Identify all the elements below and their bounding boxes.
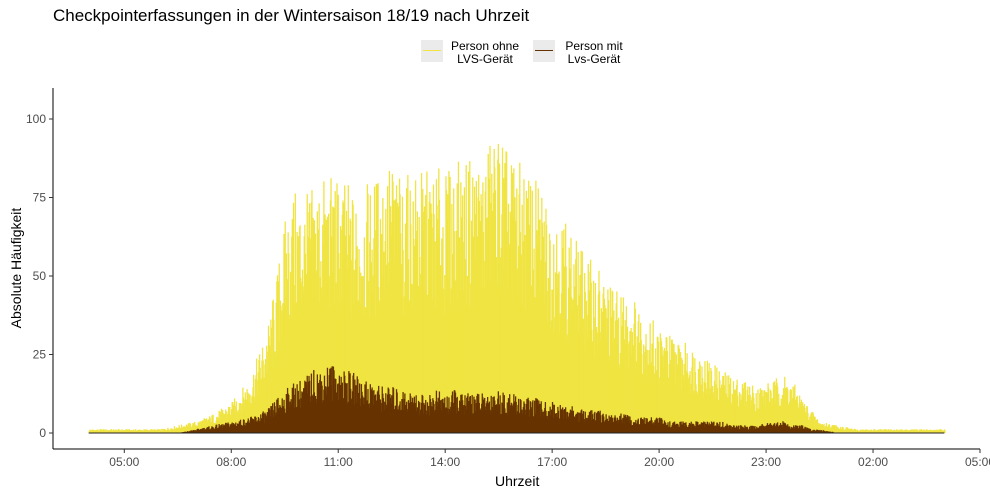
chart-legend: Person ohne LVS-Gerät Person mit Lvs-Ger…: [421, 40, 636, 68]
legend-key-mit: [533, 40, 555, 62]
bar: [467, 171, 470, 433]
chart-title: Checkpointerfassungen in der Wintersaiso…: [53, 6, 530, 25]
bar: [592, 280, 595, 433]
x-tick-label: 02:00: [858, 455, 888, 469]
bar: [889, 429, 891, 433]
bar: [299, 380, 301, 433]
bar: [529, 186, 532, 433]
x-tick-label: 17:00: [537, 455, 567, 469]
x-tick-label: 20:00: [644, 455, 674, 469]
bar: [623, 414, 625, 433]
legend-swatch-ohne: [423, 50, 441, 51]
bar: [173, 426, 176, 433]
bar: [684, 342, 686, 433]
legend-item-ohne: Person ohne LVS-Gerät: [421, 40, 531, 68]
bar: [528, 400, 530, 433]
x-tick-label: 05:00: [965, 455, 990, 469]
x-tick-label: 11:00: [324, 455, 353, 469]
bar: [634, 308, 636, 433]
bar: [582, 411, 585, 433]
y-tick-label: 0: [39, 426, 46, 440]
legend-label-mit: Person mit Lvs-Gerät: [565, 39, 623, 66]
y-tick-label: 50: [33, 269, 47, 283]
bar: [353, 372, 355, 433]
bar: [157, 429, 160, 433]
series-0: [88, 143, 946, 434]
bar: [448, 171, 450, 434]
bar: [465, 165, 467, 433]
y-tick-label: 75: [33, 191, 47, 205]
x-tick-label: 14:00: [430, 455, 460, 469]
bar: [426, 171, 428, 433]
bar: [449, 176, 451, 433]
legend-key-ohne: [421, 40, 443, 62]
x-axis-title: Uhrzeit: [495, 473, 540, 489]
x-tick-label: 05:00: [109, 455, 139, 469]
bar: [469, 161, 471, 433]
x-tick-label: 08:00: [216, 455, 246, 469]
y-axis-title: Absolute Häufigkeit: [8, 207, 24, 329]
bar: [809, 428, 812, 433]
bar: [944, 430, 946, 433]
bar: [719, 421, 721, 433]
y-tick-label: 100: [26, 112, 46, 126]
legend-swatch-mit: [535, 50, 553, 51]
series-1: [177, 366, 839, 434]
bar: [832, 431, 834, 433]
legend-label-ohne: Person ohne LVS-Gerät: [450, 39, 520, 66]
bar: [669, 421, 671, 433]
x-tick-label: 23:00: [751, 455, 781, 469]
bar: [460, 182, 462, 433]
legend-item-mit: Person mit Lvs-Gerät: [533, 40, 636, 68]
bar: [532, 400, 534, 433]
bar: [331, 366, 333, 433]
y-tick-label: 25: [33, 348, 47, 362]
bar: [722, 421, 724, 433]
